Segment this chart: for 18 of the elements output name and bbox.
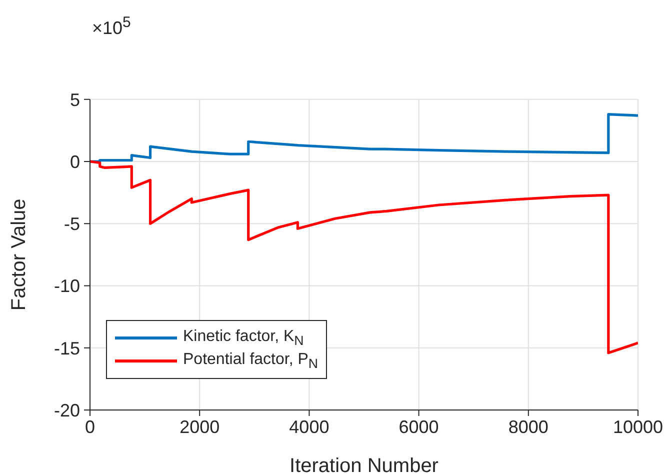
x-tick-label: 4000 — [289, 416, 330, 437]
legend-label: Potential factor, P$_{N}$ — [183, 351, 318, 372]
y-tick-label: -10 — [54, 276, 80, 296]
y-axis-title: Factor Value — [8, 198, 30, 311]
y-tick-label: 0 — [70, 152, 80, 172]
y-tick-label: -5 — [64, 214, 80, 234]
legend-label: Kinetic factor, K$_{N}$ — [183, 328, 304, 348]
x-tick-label: 0 — [84, 416, 96, 437]
x-tick-label: 6000 — [398, 416, 439, 437]
y-tick-label: -20 — [54, 400, 80, 420]
x-tick-label: 2000 — [180, 416, 220, 437]
line-series — [90, 112, 638, 163]
x-tick-label: 8000 — [508, 416, 548, 437]
x-axis-title: Iteration Number — [290, 455, 439, 474]
y-tick-label: 5 — [70, 90, 80, 110]
y-tick-label: -15 — [54, 338, 80, 358]
x-tick-label: 10000 — [612, 416, 664, 437]
text: ×10$^{5}$ — [92, 14, 131, 39]
